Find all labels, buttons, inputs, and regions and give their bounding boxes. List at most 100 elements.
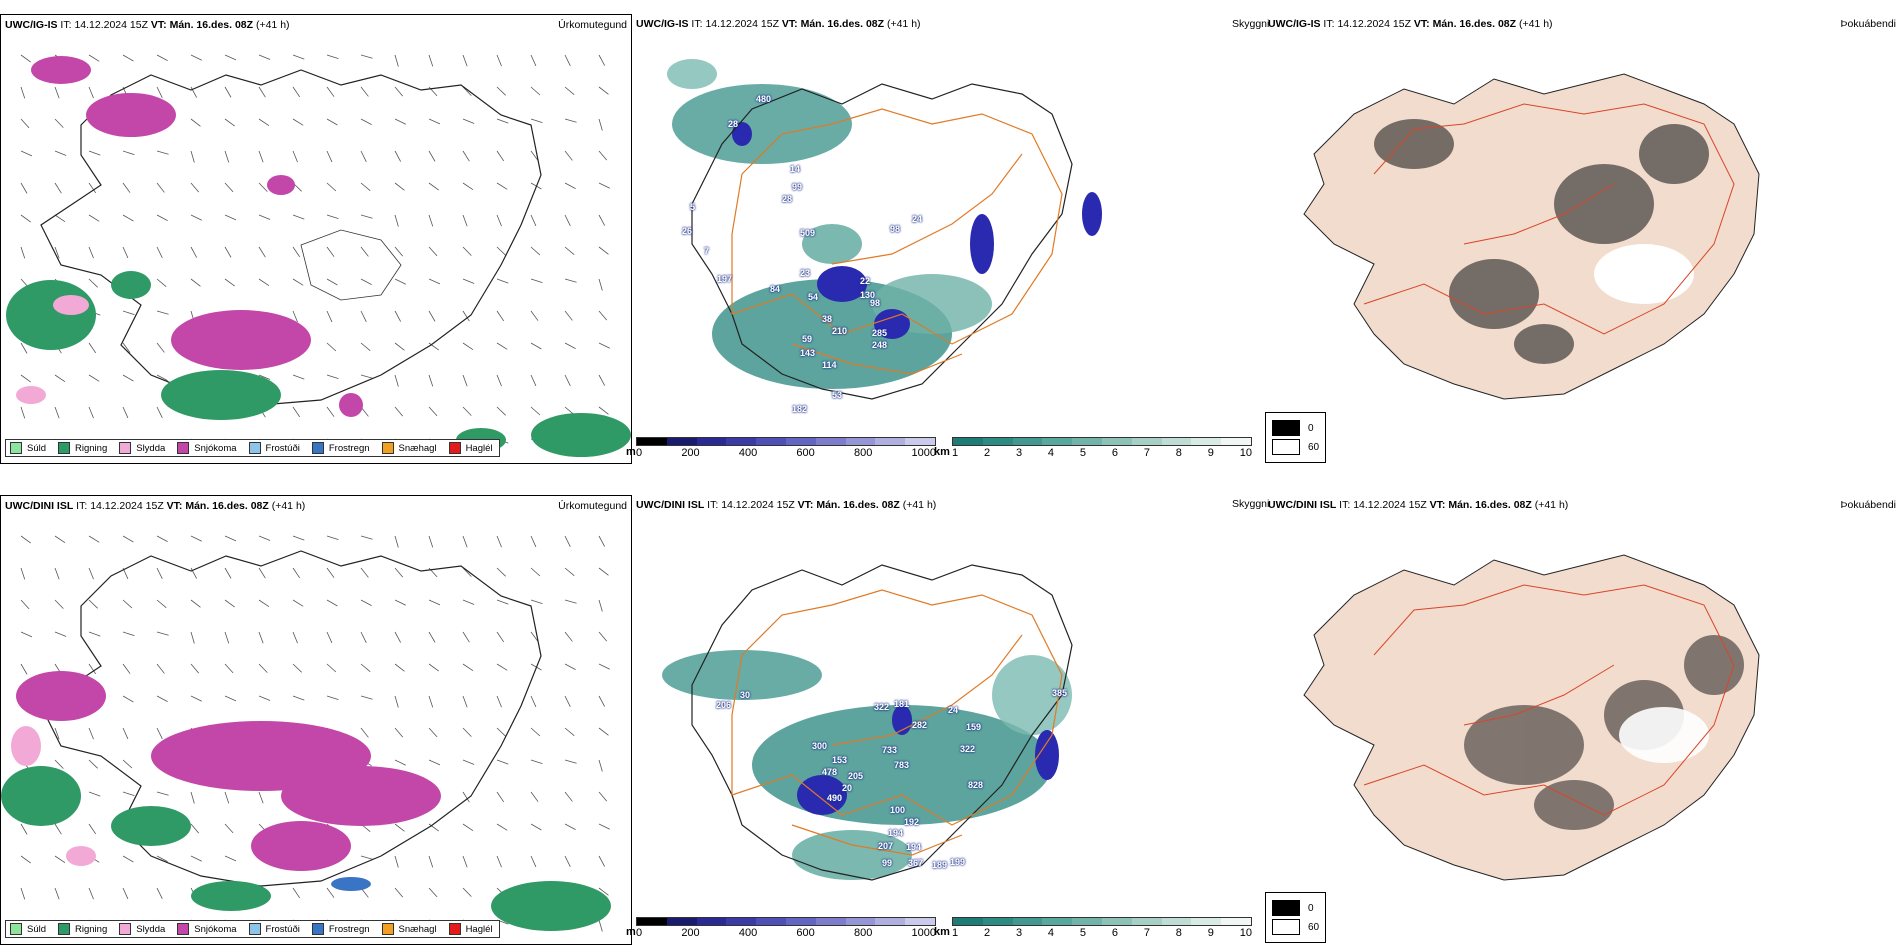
wind-barb xyxy=(326,599,338,607)
cloud-base-value: 22 xyxy=(860,276,871,286)
wind-barb xyxy=(530,599,543,605)
cloud-base-value: 5 xyxy=(690,202,696,212)
wind-barb xyxy=(326,695,339,701)
wind-barb xyxy=(156,342,165,353)
wind-barb xyxy=(564,374,571,386)
wind-barb xyxy=(496,54,502,67)
colorbar-tick: 3 xyxy=(1015,447,1023,459)
wind-barb xyxy=(20,855,31,864)
wind-barb xyxy=(598,150,608,161)
fog-legend-value: 60 xyxy=(1308,441,1320,453)
wind-barb xyxy=(258,791,264,804)
wind-barb xyxy=(598,535,606,547)
cloud-base-value: 282 xyxy=(912,720,928,730)
panel-title: Skyggni xyxy=(1232,18,1270,30)
colorbar-tick: 5 xyxy=(1079,927,1086,939)
cloud-base-value: 23 xyxy=(800,268,811,278)
wind-barb xyxy=(88,54,100,62)
wind-barb xyxy=(496,663,508,671)
wind-barb xyxy=(598,567,609,576)
wind-barb xyxy=(156,278,167,287)
colorbar-cell xyxy=(845,918,876,925)
wind-barb xyxy=(88,86,94,99)
wind-barb xyxy=(224,823,234,834)
colorbar-unit: km xyxy=(934,446,950,458)
wind-barb xyxy=(156,599,167,608)
fog-legend-swatch xyxy=(1272,420,1300,436)
visibility-colorbar-bottom: 1 2 3 4 5 6 7 8 9 10 km xyxy=(934,917,1252,939)
wind-barb xyxy=(530,54,537,67)
wind-barb xyxy=(496,310,505,322)
wind-barb xyxy=(292,374,305,380)
wind-barb xyxy=(258,150,264,163)
wind-barb xyxy=(54,86,60,99)
fog-legend-row: 60 xyxy=(1272,439,1319,455)
colorbar-cell xyxy=(815,918,846,925)
wind-barb xyxy=(428,246,438,257)
colorbar-cell xyxy=(982,438,1013,445)
wind-barb xyxy=(326,406,335,417)
road-network xyxy=(731,589,1063,856)
wind-barb xyxy=(88,246,94,259)
wind-barb xyxy=(360,855,373,860)
wind-barb xyxy=(394,727,404,738)
wind-barb xyxy=(598,406,609,415)
wind-barb xyxy=(428,855,434,868)
colorbar-unit: m xyxy=(626,926,636,938)
wind-barb xyxy=(156,535,168,542)
legend-label: Haglél xyxy=(465,923,493,935)
wind-barb xyxy=(122,535,134,543)
colorbar-ticks: 0 200 400 600 800 1000 xyxy=(636,447,936,459)
wind-barb xyxy=(394,631,402,643)
colorbar-cell xyxy=(1101,438,1132,445)
colorbar-tick: 800 xyxy=(853,927,873,939)
wind-barb xyxy=(224,631,230,644)
colorbar-cell xyxy=(815,438,846,445)
wind-barb xyxy=(122,406,129,419)
wind-barb xyxy=(496,535,502,548)
wind-barb xyxy=(530,246,541,256)
wind-barb xyxy=(54,631,67,637)
cloud-base-value: 100 xyxy=(890,805,906,815)
wind-barb xyxy=(564,567,575,576)
wind-barb xyxy=(598,214,606,226)
wind-barb xyxy=(530,118,543,124)
legend-label: Snjókoma xyxy=(194,923,237,935)
wind-barb xyxy=(360,567,369,578)
wind-barb xyxy=(122,246,129,259)
precip-type-panel-top: UWC/IG-IS IT: 14.12.2024 15Z VT: Mán. 16… xyxy=(0,14,632,464)
fog-dark-areas xyxy=(1464,635,1744,830)
wind-barb xyxy=(598,695,606,707)
wind-barb xyxy=(54,406,60,419)
wind-barb xyxy=(224,86,232,98)
cloud-base-value: 509 xyxy=(800,228,816,238)
wind-barb xyxy=(564,150,573,161)
colorbar-cell xyxy=(905,918,935,925)
wind-barb xyxy=(292,695,305,701)
wind-barb xyxy=(360,727,369,738)
legend-label: Snjókoma xyxy=(194,442,237,454)
colorbar-cell xyxy=(785,918,816,925)
wind-barb xyxy=(564,535,571,547)
wind-barb xyxy=(258,374,271,380)
colorbar-tick: 0 xyxy=(636,927,643,939)
colorbar-swatches xyxy=(636,437,936,446)
precip-rain xyxy=(6,271,631,457)
wind-barb xyxy=(88,599,98,609)
wind-barb xyxy=(496,86,506,96)
colorbar-cell xyxy=(696,918,727,925)
colorbar-tick: 200 xyxy=(681,447,700,459)
legend-swatch xyxy=(10,442,22,454)
panel-header: UWC/DINI ISL IT: 14.12.2024 15Z VT: Mán.… xyxy=(5,500,306,512)
wind-barb xyxy=(564,214,571,226)
wind-barb xyxy=(530,855,537,868)
cloud-base-areas xyxy=(732,122,1102,339)
cloud-base-value: 194 xyxy=(888,828,904,838)
wind-barb xyxy=(598,663,610,670)
wind-barb xyxy=(326,182,337,192)
colorbar-cell xyxy=(1131,438,1162,445)
wind-barb xyxy=(394,118,406,125)
colorbar-tick: 400 xyxy=(738,927,758,939)
wind-barb xyxy=(156,727,163,739)
wind-barb xyxy=(190,599,201,608)
